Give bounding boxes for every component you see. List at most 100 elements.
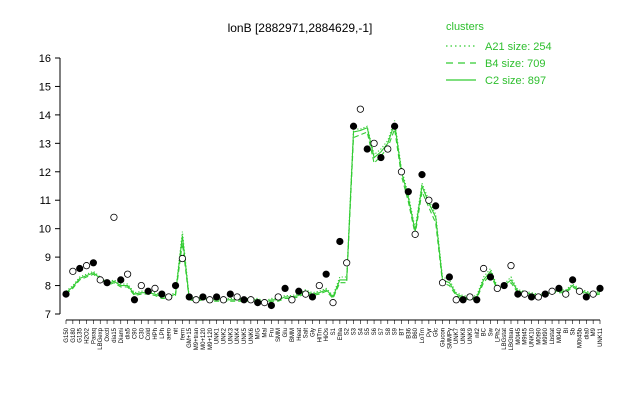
x-tick-label: UNK6: [249, 327, 255, 344]
data-point: [356, 105, 364, 113]
x-tick-label: M9+120: [208, 327, 214, 350]
x-tick-label: GM+15: [187, 327, 193, 348]
data-point: [192, 296, 200, 304]
legend-title: clusters: [446, 21, 484, 33]
x-tick-label: UNK2: [221, 327, 227, 344]
x-tick-label: dia0: [584, 327, 590, 339]
data-point: [178, 254, 186, 263]
x-tick-label: UNK4: [235, 327, 241, 344]
data-point: [555, 284, 563, 292]
x-tick-label: HPh: [153, 328, 159, 340]
data-point: [397, 168, 406, 176]
x-tick-label: UNK5: [242, 327, 248, 344]
x-tick-label: C90: [132, 327, 138, 339]
x-tick-label: LPh: [160, 328, 166, 339]
series-line-dashed: [65, 128, 601, 305]
x-tick-label: S3: [352, 327, 358, 335]
x-tick-label: dia15: [112, 327, 118, 342]
data-point: [582, 293, 590, 301]
data-point: [315, 281, 323, 290]
data-point: [432, 202, 440, 210]
x-axis: G150 G180 G135 H2O2 Paraq LBGexp Oxctl dia15 Dia…: [64, 319, 604, 350]
data-point: [507, 262, 515, 270]
data-point: [308, 293, 317, 301]
data-point: [213, 293, 221, 301]
data-point: [480, 264, 488, 273]
x-tick-label: Glucon: [441, 328, 447, 347]
x-tick-label: Bl: [564, 328, 570, 333]
data-point: [411, 230, 419, 238]
x-tick-label: S4: [358, 327, 364, 335]
x-tick-label: HiTm: [317, 328, 323, 342]
data-point: [69, 267, 77, 275]
data-point: [562, 290, 570, 298]
x-tick-label: UNK8: [461, 327, 467, 344]
x-tick-label: UNK1: [215, 327, 221, 344]
data-point: [82, 262, 91, 270]
data-point: [322, 270, 330, 278]
data-point: [589, 290, 597, 298]
data-point: [370, 139, 378, 147]
x-tick-label: Paraq: [91, 328, 97, 344]
data-point: [158, 290, 166, 298]
y-axis: 7 8 9 10 11 12 13 14 15 16: [39, 53, 61, 321]
legend-entry-b4: B4 size: 709: [485, 58, 546, 70]
data-point: [254, 299, 262, 307]
data-point: [514, 290, 522, 298]
data-point: [288, 296, 296, 304]
data-point: [527, 293, 536, 301]
x-tick-label: M0+120: [201, 327, 207, 350]
x-tick-label: Sb: [571, 327, 577, 335]
data-point: [144, 287, 152, 295]
x-tick-label: BC: [482, 327, 488, 336]
data-point: [130, 296, 139, 304]
x-tick-label: UNK7: [454, 327, 460, 344]
x-tick-label: dia5: [126, 327, 132, 339]
x-tick-label: Glu: [283, 328, 289, 337]
x-tick-label: nit: [174, 328, 180, 335]
x-tick-label: BT: [399, 328, 405, 336]
x-tick-label: S1: [331, 327, 337, 335]
x-tick-label: G150: [64, 327, 70, 342]
data-point: [185, 293, 193, 301]
data-point: [575, 287, 584, 295]
y-tick-label: 12: [39, 167, 51, 179]
data-point: [404, 188, 412, 196]
x-tick-label: Mal: [263, 328, 269, 338]
data-point: [473, 296, 481, 304]
x-tick-label: Lbstat: [550, 328, 556, 345]
y-tick-label: 11: [40, 195, 51, 207]
x-tick-label: Sw: [488, 327, 494, 336]
x-tick-label: LPh2: [495, 327, 501, 342]
data-point: [171, 281, 180, 290]
series-line-dotted: [65, 120, 601, 302]
data-point: [117, 276, 125, 284]
data-point: [62, 290, 70, 298]
data-point: [110, 213, 118, 221]
x-tick-label: S9: [393, 327, 399, 335]
data-point: [500, 281, 508, 290]
x-tick-label: Heat: [297, 328, 303, 341]
y-tick-label: 15: [39, 81, 51, 93]
x-tick-label: aero: [167, 327, 173, 340]
data-point: [521, 290, 529, 298]
x-tick-label: Cold: [146, 328, 152, 340]
data-point: [151, 284, 159, 292]
data-point: [247, 296, 255, 304]
x-tick-label: M/G: [256, 328, 262, 340]
x-tick-label: S7: [379, 327, 385, 335]
x-tick-label: LBGtran: [509, 328, 515, 350]
plot-area: [62, 105, 604, 310]
x-tick-label: S2: [345, 327, 351, 335]
x-tick-label: Pyr: [427, 328, 433, 337]
y-tick-label: 13: [39, 138, 51, 150]
data-point: [548, 287, 556, 295]
data-point: [329, 299, 337, 307]
x-tick-label: LBGexp: [98, 327, 104, 349]
data-point: [302, 290, 310, 298]
data-point: [295, 287, 303, 295]
data-point: [493, 284, 501, 292]
data-point: [206, 296, 214, 304]
x-tick-label: G180: [71, 327, 77, 342]
data-point: [596, 284, 604, 292]
